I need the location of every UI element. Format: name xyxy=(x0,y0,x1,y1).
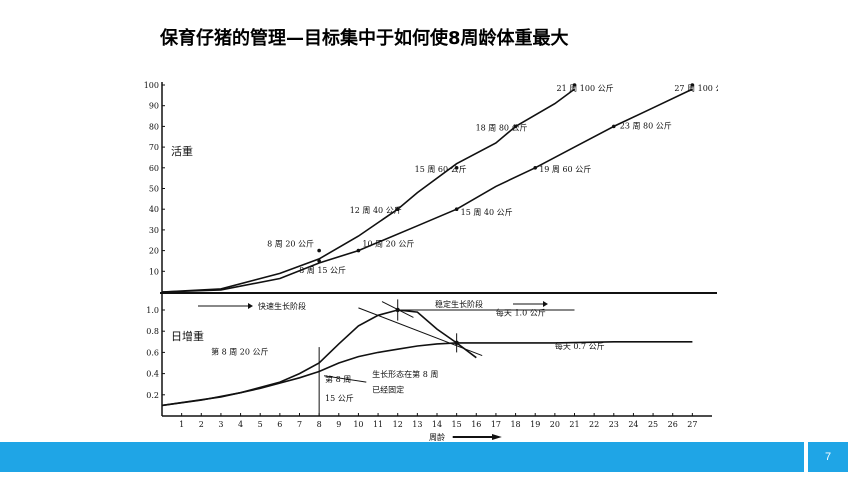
bottom-ytick-label: 0.8 xyxy=(146,327,159,336)
top-annotation: 10 周 20 公斤 xyxy=(362,239,414,249)
top-annotation-marker xyxy=(533,166,538,170)
x-axis-label: 周龄 xyxy=(429,432,445,442)
xtick-label: 1 xyxy=(179,420,184,429)
xtick-label: 21 xyxy=(569,420,579,429)
top-annotation: 23 周 80 公斤 xyxy=(620,120,672,130)
top-annotation-marker xyxy=(356,248,361,253)
top-ytick-label: 20 xyxy=(149,247,159,256)
top-annotation-marker xyxy=(317,259,321,263)
top-annotation-marker xyxy=(454,207,459,211)
xtick-label: 11 xyxy=(373,420,383,429)
xtick-label: 13 xyxy=(412,420,422,429)
xtick-label: 12 xyxy=(393,420,403,429)
bottom-ytick-label: 0.2 xyxy=(146,391,159,400)
shape-fixed-pointer xyxy=(323,375,367,383)
xtick-label: 17 xyxy=(491,420,501,429)
xtick-label: 8 xyxy=(317,420,322,429)
top-annotation: 12 周 40 公斤 xyxy=(350,205,402,215)
top-annotation-marker xyxy=(395,207,400,211)
top-annotation: 18 周 80 公斤 xyxy=(476,122,528,132)
stable-stage-arrowhead xyxy=(543,301,548,307)
xtick-label: 27 xyxy=(687,420,697,429)
top-ytick-label: 50 xyxy=(149,185,159,194)
xtick-label: 3 xyxy=(218,420,223,429)
xtick-label: 5 xyxy=(258,420,263,429)
top-annotation: 8 周 15 公斤 xyxy=(299,265,346,275)
xtick-label: 14 xyxy=(432,420,442,429)
xtick-label: 22 xyxy=(589,420,599,429)
decline-line xyxy=(358,307,483,357)
bottom-ylabel: 日增重 xyxy=(171,329,204,343)
peak-point xyxy=(395,307,400,313)
xtick-label: 23 xyxy=(609,420,619,429)
top-series-line-2 xyxy=(161,88,693,293)
bottom-annotation: 已经固定 xyxy=(372,385,404,395)
plateau-point xyxy=(454,340,459,346)
top-series-line-1 xyxy=(161,88,575,293)
fast-stage-label: 快速生长阶段 xyxy=(258,301,306,311)
top-annotation-marker xyxy=(513,124,518,129)
top-ytick-label: 100 xyxy=(144,81,159,90)
top-annotation: 19 周 60 公斤 xyxy=(539,164,591,174)
top-annotation: 8 周 20 公斤 xyxy=(267,239,314,249)
xtick-label: 18 xyxy=(510,420,520,429)
xtick-label: 25 xyxy=(648,420,658,429)
bottom-series-line-2 xyxy=(161,341,693,407)
bottom-ytick-label: 0.6 xyxy=(146,348,159,357)
top-annotation: 15 周 40 公斤 xyxy=(461,207,513,217)
bottom-annotation: 生长形态在第 8 周 xyxy=(372,369,438,379)
top-annotation: 15 周 60 公斤 xyxy=(415,164,467,174)
xtick-label: 6 xyxy=(277,420,282,429)
xtick-label: 15 xyxy=(452,420,462,429)
xtick-label: 19 xyxy=(530,420,540,429)
stable-stage-label: 稳定生长阶段 xyxy=(435,299,483,309)
xtick-label: 4 xyxy=(238,420,243,429)
xtick-label: 16 xyxy=(471,420,481,429)
x-axis-arrow-head xyxy=(492,434,502,440)
xtick-label: 26 xyxy=(668,420,678,429)
top-annotation-marker xyxy=(611,124,616,129)
bottom-annotation: 15 公斤 xyxy=(325,393,354,403)
top-ylabel: 活重 xyxy=(171,144,193,158)
xtick-label: 2 xyxy=(199,420,204,429)
page-number: 7 xyxy=(808,442,848,472)
top-ytick-label: 80 xyxy=(149,122,159,131)
top-ytick-label: 60 xyxy=(149,164,159,173)
top-ytick-label: 30 xyxy=(149,226,159,235)
top-ytick-label: 40 xyxy=(149,205,159,214)
bottom-annotation: 每天 0.7 公斤 xyxy=(555,341,605,351)
top-ytick-label: 10 xyxy=(149,267,159,276)
bottom-ytick-label: 0.4 xyxy=(146,370,159,379)
xtick-label: 10 xyxy=(353,420,363,429)
top-annotation: 21 周 100 公斤 xyxy=(557,83,614,93)
xtick-label: 20 xyxy=(550,420,560,429)
xtick-label: 7 xyxy=(297,420,302,429)
top-annotation-marker xyxy=(317,248,321,253)
bottom-annotation: 第 8 周 xyxy=(325,374,351,384)
xtick-label: 24 xyxy=(628,420,638,429)
fast-stage-arrowhead xyxy=(248,303,253,309)
xtick-label: 9 xyxy=(336,420,341,429)
top-annotation-marker xyxy=(690,83,695,87)
top-annotation-marker xyxy=(572,83,577,87)
bottom-ytick-label: 1.0 xyxy=(146,306,159,315)
top-ytick-label: 70 xyxy=(149,143,159,152)
growth-chart-figure: 10 20 30 40 50 60 70 80 90 100 0.2 0.4 0.6 0.8 1.0 1 2 3 4… xyxy=(143,70,718,448)
bottom-annotation: 每天 1.0 公斤 xyxy=(496,307,546,317)
top-ytick-label: 90 xyxy=(149,102,159,111)
bottom-annotation: 第 8 周 20 公斤 xyxy=(211,347,268,357)
footer-bar xyxy=(0,442,804,472)
slide-title: 保育仔猪的管理—目标集中于如何使8周龄体重最大 xyxy=(160,28,569,49)
top-annotation-marker xyxy=(454,166,459,170)
top-annotation: 27 周 100 公斤 xyxy=(674,83,718,93)
